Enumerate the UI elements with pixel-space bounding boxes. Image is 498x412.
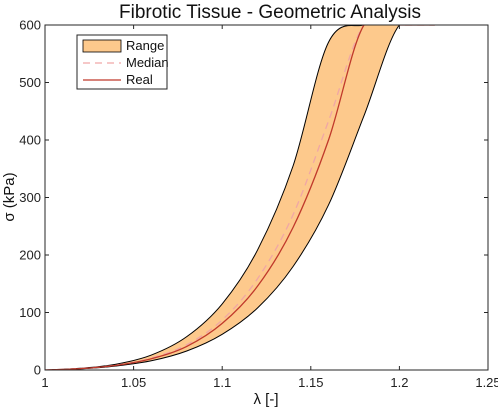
legend-label-median: Median [126, 55, 169, 70]
legend-label-real: Real [126, 72, 153, 87]
plot-area: 1 1.05 1.1 1.15 1.2 1.25 0 100 200 300 400 500 600 [19, 18, 498, 391]
y-axis-label: σ (kPa) [1, 172, 18, 221]
series-layer [45, 25, 435, 370]
x-tick-label: 1.2 [390, 375, 408, 390]
y-tick-label: 500 [19, 75, 41, 90]
x-tick-label: 1.15 [298, 375, 323, 390]
legend: Range Median Real [76, 34, 169, 90]
y-ticks: 0 100 200 300 400 500 600 [19, 18, 488, 378]
x-tick-label: 1.1 [213, 375, 231, 390]
y-tick-label: 600 [19, 18, 41, 33]
x-tick-label: 1.05 [121, 375, 146, 390]
y-tick-label: 200 [19, 248, 41, 263]
legend-label-range: Range [126, 38, 164, 53]
y-tick-label: 0 [34, 363, 41, 378]
legend-swatch-range [82, 39, 122, 53]
x-axis-label: λ [-] [254, 391, 279, 408]
range-upper-edge [45, 25, 435, 370]
y-tick-label: 300 [19, 190, 41, 205]
chart-title: Fibrotic Tissue - Geometric Analysis [119, 2, 421, 23]
x-tick-label: 1.25 [475, 375, 498, 390]
x-tick-label: 1 [41, 375, 48, 390]
x-ticks: 1 1.05 1.1 1.15 1.2 1.25 [41, 25, 498, 390]
y-tick-label: 100 [19, 305, 41, 320]
y-tick-label: 400 [19, 133, 41, 148]
series-line-real [45, 25, 435, 370]
